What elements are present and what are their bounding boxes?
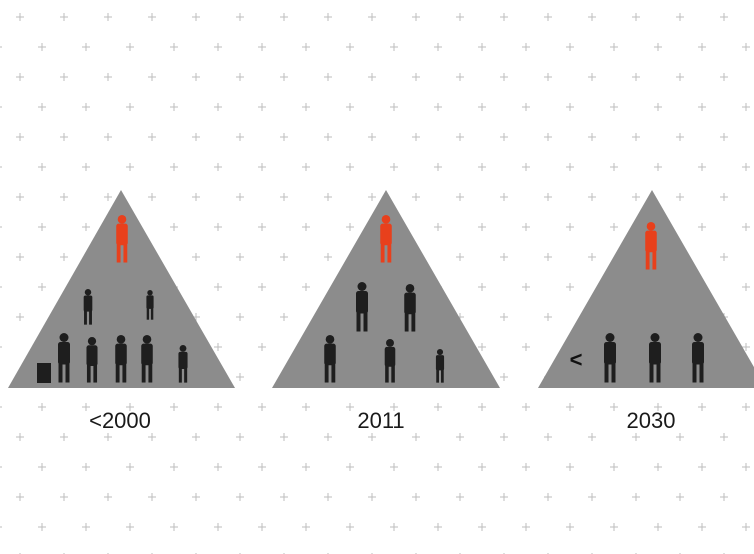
pyramid-label: 2011 <box>357 408 404 433</box>
page: <2000 2011 2030 < (() => { const data = … <box>0 0 754 554</box>
illustration: <2000 2011 2030 < <box>0 0 754 554</box>
pyramid-label: 2030 <box>627 408 676 433</box>
object-silhouette <box>37 363 51 383</box>
pyramid-label: <2000 <box>89 408 151 433</box>
marker: < <box>570 347 583 372</box>
